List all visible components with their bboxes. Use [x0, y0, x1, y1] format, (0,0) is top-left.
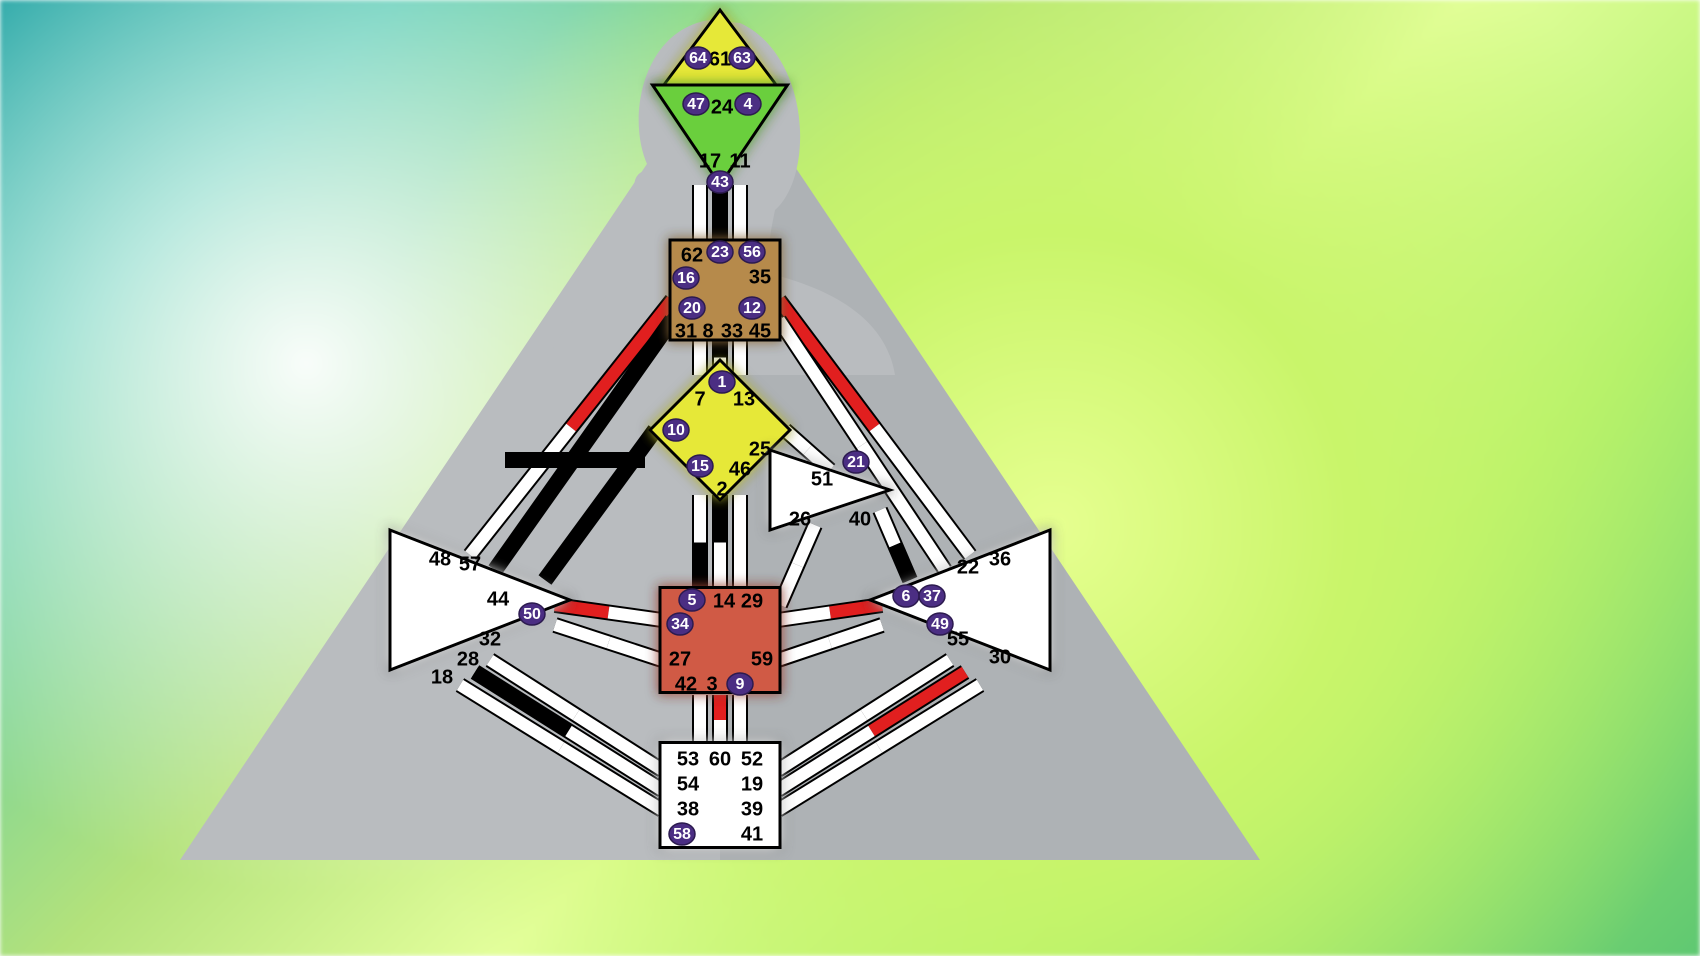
- gate-defined-43: 43: [707, 171, 733, 193]
- gate-17: 17: [699, 150, 721, 172]
- gate-33: 33: [721, 320, 743, 342]
- gate-48: 48: [429, 548, 451, 570]
- gate-52: 52: [741, 748, 763, 770]
- svg-text:6: 6: [902, 588, 911, 605]
- svg-text:15: 15: [691, 458, 709, 475]
- gate-38: 38: [677, 798, 699, 820]
- svg-text:1: 1: [718, 374, 727, 391]
- gate-32: 32: [479, 628, 501, 650]
- gate-29: 29: [741, 590, 763, 612]
- gate-30: 30: [989, 646, 1011, 668]
- gate-60: 60: [709, 748, 731, 770]
- gate-40: 40: [849, 508, 871, 530]
- gate-defined-1: 1: [709, 371, 735, 393]
- gate-3: 3: [706, 673, 717, 695]
- gate-defined-20: 20: [679, 297, 705, 319]
- gate-42: 42: [675, 673, 697, 695]
- gate-18: 18: [431, 666, 453, 688]
- gate-31: 31: [675, 320, 697, 342]
- gate-defined-34: 34: [667, 613, 693, 635]
- gate-44: 44: [487, 588, 510, 610]
- gate-28: 28: [457, 648, 479, 670]
- svg-text:58: 58: [673, 826, 691, 843]
- svg-text:34: 34: [671, 616, 689, 633]
- svg-text:21: 21: [847, 454, 865, 471]
- svg-text:56: 56: [743, 244, 761, 261]
- gate-19: 19: [741, 773, 763, 795]
- gate-35: 35: [749, 266, 771, 288]
- gate-13: 13: [733, 388, 755, 410]
- svg-text:63: 63: [733, 50, 751, 67]
- bodygraph-diagram: 6124171162353183345713254625126404857443…: [0, 0, 1700, 956]
- gate-61: 61: [709, 48, 731, 70]
- gate-27: 27: [669, 648, 691, 670]
- svg-text:20: 20: [683, 300, 701, 317]
- svg-text:37: 37: [923, 588, 941, 605]
- gate-defined-10: 10: [663, 419, 689, 441]
- gate-defined-47: 47: [683, 93, 709, 115]
- svg-text:50: 50: [523, 606, 541, 623]
- gate-2: 2: [716, 478, 727, 500]
- gate-defined-64: 64: [685, 47, 711, 69]
- gate-62: 62: [681, 244, 703, 266]
- gate-defined-5: 5: [679, 589, 705, 611]
- gate-22: 22: [957, 556, 979, 578]
- gate-26: 26: [789, 508, 811, 530]
- gate-8: 8: [702, 320, 713, 342]
- svg-text:23: 23: [711, 244, 729, 261]
- gate-41: 41: [741, 823, 763, 845]
- gate-45: 45: [749, 320, 771, 342]
- gate-defined-4: 4: [735, 93, 761, 115]
- gate-7: 7: [694, 388, 705, 410]
- gate-defined-9: 9: [727, 673, 753, 695]
- gate-57: 57: [459, 553, 481, 575]
- gate-defined-63: 63: [729, 47, 755, 69]
- svg-text:43: 43: [711, 174, 729, 191]
- svg-text:64: 64: [689, 50, 707, 67]
- gate-25: 25: [749, 438, 771, 460]
- gate-defined-49: 49: [927, 613, 953, 635]
- gate-defined-21: 21: [843, 451, 869, 473]
- gate-54: 54: [677, 773, 700, 795]
- gate-defined-58: 58: [669, 823, 695, 845]
- gate-14: 14: [713, 590, 736, 612]
- gate-36: 36: [989, 548, 1011, 570]
- gate-59: 59: [751, 648, 773, 670]
- gate-defined-37: 37: [919, 585, 945, 607]
- svg-text:4: 4: [744, 96, 753, 113]
- svg-text:5: 5: [688, 592, 697, 609]
- svg-text:49: 49: [931, 616, 949, 633]
- gate-defined-56: 56: [739, 241, 765, 263]
- gate-24: 24: [711, 96, 734, 118]
- gate-defined-6: 6: [893, 585, 919, 607]
- svg-text:9: 9: [736, 676, 745, 693]
- gate-defined-50: 50: [519, 603, 545, 625]
- bodygraph-svg: 6124171162353183345713254625126404857443…: [0, 0, 1700, 956]
- svg-text:47: 47: [687, 96, 705, 113]
- svg-text:12: 12: [743, 300, 761, 317]
- gate-11: 11: [729, 150, 750, 172]
- gate-53: 53: [677, 748, 699, 770]
- gate-39: 39: [741, 798, 763, 820]
- gate-defined-12: 12: [739, 297, 765, 319]
- gate-defined-23: 23: [707, 241, 733, 263]
- gate-defined-16: 16: [673, 267, 699, 289]
- svg-text:10: 10: [667, 422, 685, 439]
- svg-text:16: 16: [677, 270, 695, 287]
- gate-defined-15: 15: [687, 455, 713, 477]
- gate-51: 51: [811, 468, 833, 490]
- gate-46: 46: [729, 458, 751, 480]
